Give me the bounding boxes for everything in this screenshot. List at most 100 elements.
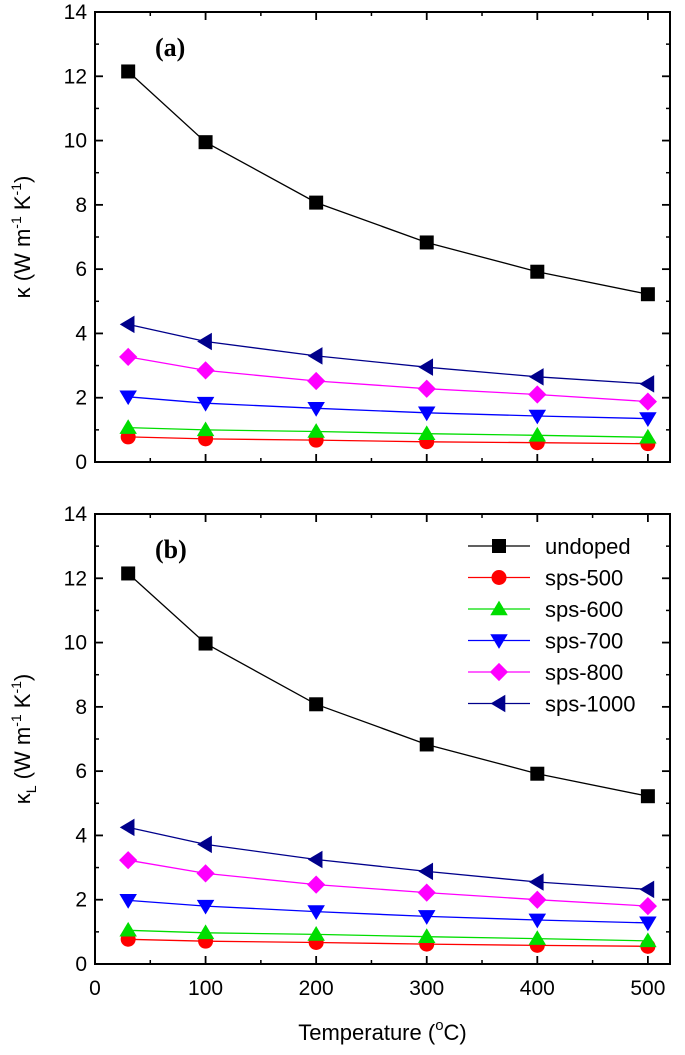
data-point [640,287,655,302]
y-tick-label: 2 [75,889,87,912]
data-point [418,358,434,376]
y-units-close: ) [10,674,35,681]
legend-marker [489,662,509,682]
series-sps-600 [119,921,657,948]
y-tick-label: 14 [64,503,88,526]
series-line [128,396,648,420]
legend-entry-sps-500: sps-500 [468,566,623,591]
data-point [528,385,547,404]
data-point [119,818,135,837]
data-point [528,368,544,386]
data-point [417,883,436,902]
data-point [121,566,136,581]
y-units-k: K [10,693,35,714]
data-point [198,636,213,651]
x-label-text: Temperature ( [298,1020,436,1045]
y-tick-label: 0 [75,953,87,976]
data-point [528,913,547,929]
series-sps-700 [119,894,657,932]
series-line [128,436,648,445]
y-units-close: ) [10,176,35,183]
y-axis-title: κ (W m-1 K-1) [8,176,35,299]
series-sps-800 [119,347,657,411]
data-point [417,910,436,925]
data-point [639,412,657,428]
legend: undoped sps-500 sps-600 sps-700 sps-800 sps-1… [468,534,636,717]
data-point [639,916,657,932]
y-tick-label: 12 [64,65,87,88]
data-point [528,890,547,909]
y-tick-label: 0 [75,451,87,474]
series-line [128,356,648,403]
data-point [640,789,655,804]
data-point [638,392,657,411]
legend-marker [490,694,506,713]
y-tick-label: 2 [75,387,87,410]
data-point [417,379,436,398]
data-point [119,921,137,937]
series-line [128,859,648,907]
data-point [119,851,138,870]
data-point [307,423,325,438]
data-point [530,264,545,279]
legend-entry-sps-1000: sps-1000 [468,692,636,717]
data-point [119,419,137,434]
x-tick-label: 0 [89,977,101,1000]
series-line [128,826,648,891]
x-label-degree: o [435,1017,443,1034]
data-point [638,897,657,916]
data-point [307,850,323,869]
legend-entry-sps-800: sps-800 [468,660,623,685]
data-point [196,899,215,915]
x-tick-label: 200 [299,977,334,1000]
legend-label: sps-1000 [545,692,636,717]
series-line [128,323,648,385]
legend-label: sps-600 [545,597,623,622]
data-point [307,905,325,921]
series-undoped [121,64,655,302]
y-exponent: -1 [8,714,24,727]
y-exponent: -1 [8,681,24,694]
legend-marker [490,600,508,616]
data-point [307,402,325,417]
data-point [528,930,547,945]
x-tick-label: 500 [630,977,665,1000]
y-exponent: -1 [8,216,24,229]
data-point [419,737,434,752]
series-line [127,573,649,797]
series-sps-600 [119,419,657,444]
data-point [307,875,326,894]
plot-frame [94,11,671,463]
data-point [417,425,436,441]
x-tick-label: 400 [520,977,555,1000]
x-tick-label: 300 [409,977,444,1000]
y-symbol: κ [10,286,35,298]
data-point [307,347,323,365]
data-point [196,924,215,940]
data-point [196,361,215,380]
panel-b: 0 2 4 6 8 10 12 14 0 100 200 300 400 500 (b) κL (W m-1 … [8,503,671,1045]
data-point [119,894,137,909]
y-tick-label: 12 [64,567,87,590]
data-point [309,195,324,210]
data-point [417,406,436,422]
data-point [417,928,436,943]
y-units: (W m [10,229,35,282]
data-point [530,766,545,781]
panel-label: (b) [155,535,187,564]
y-tick-label: 8 [75,696,87,719]
data-point [121,64,136,79]
data-point [196,421,215,437]
data-point [419,235,434,250]
data-point [639,880,655,899]
y-tick-label: 4 [75,824,87,847]
y-tick-label: 10 [64,632,87,655]
data-point [309,697,324,712]
legend-entry-sps-700: sps-700 [468,629,623,654]
data-point [528,873,544,891]
x-label-unit: C) [444,1020,467,1045]
series-line [128,426,648,438]
y-exponent: -1 [8,183,24,196]
data-point [196,864,215,883]
